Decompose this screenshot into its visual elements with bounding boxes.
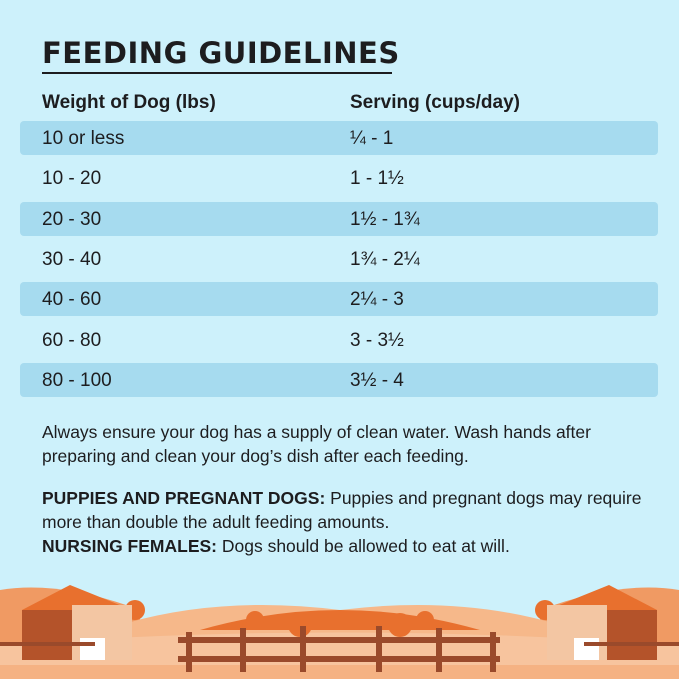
fence <box>0 626 679 672</box>
table-row: 80 - 100 3½ - 4 <box>20 362 658 397</box>
weight-cell: 10 - 20 <box>42 168 102 190</box>
weight-cell: 30 - 40 <box>42 248 102 270</box>
barn-right <box>547 585 657 660</box>
weight-cell: 40 - 60 <box>42 289 102 311</box>
serving-cell: 2¼ - 3 <box>350 289 404 311</box>
title-underline <box>42 72 392 74</box>
table-row: 20 - 30 1½ - 1¾ <box>20 201 658 236</box>
serving-cell: ¼ - 1 <box>350 128 394 149</box>
weight-cell: 80 - 100 <box>42 369 112 391</box>
serving-cell: 3 - 3½ <box>350 329 404 351</box>
serving-cell: 3½ - 4 <box>350 369 404 391</box>
page-title: FEEDING GUIDELINES <box>42 36 400 70</box>
barn-left <box>22 585 132 660</box>
serving-cell: 1¾ - 2¼ <box>350 248 420 270</box>
table-row: 60 - 80 3 - 3½ <box>20 323 658 357</box>
nursing-note: NURSING FEMALES: Dogs should be allowed … <box>42 534 652 558</box>
puppies-text: Puppies and pregnant dogs may require mo… <box>42 488 642 532</box>
puppies-label: PUPPIES AND PREGNANT DOGS: <box>42 488 326 508</box>
serving-cell: 1½ - 1¾ <box>350 208 420 230</box>
puppies-note: PUPPIES AND PREGNANT DOGS: Puppies and p… <box>42 486 652 534</box>
table-row: 30 - 40 1¾ - 2¼ <box>20 242 658 276</box>
table-row: 40 - 60 2¼ - 3 <box>20 282 658 317</box>
header-weight: Weight of Dog (lbs) <box>42 92 216 113</box>
serving-cell: 1 - 1½ <box>350 168 404 190</box>
weight-cell: 60 - 80 <box>42 329 102 351</box>
table-row: 10 - 20 1 - 1½ <box>20 161 658 195</box>
weight-cell: 10 or less <box>42 128 125 149</box>
farm-landscape-illustration <box>0 585 679 679</box>
nursing-text: Dogs should be allowed to eat at will. <box>217 536 510 556</box>
water-note: Always ensure your dog has a supply of c… <box>42 422 591 466</box>
table-row: 10 or less ¼ - 1 <box>20 121 658 155</box>
weight-cell: 20 - 30 <box>42 208 102 230</box>
nursing-label: NURSING FEMALES: <box>42 536 217 556</box>
header-serving: Serving (cups/day) <box>350 92 520 113</box>
